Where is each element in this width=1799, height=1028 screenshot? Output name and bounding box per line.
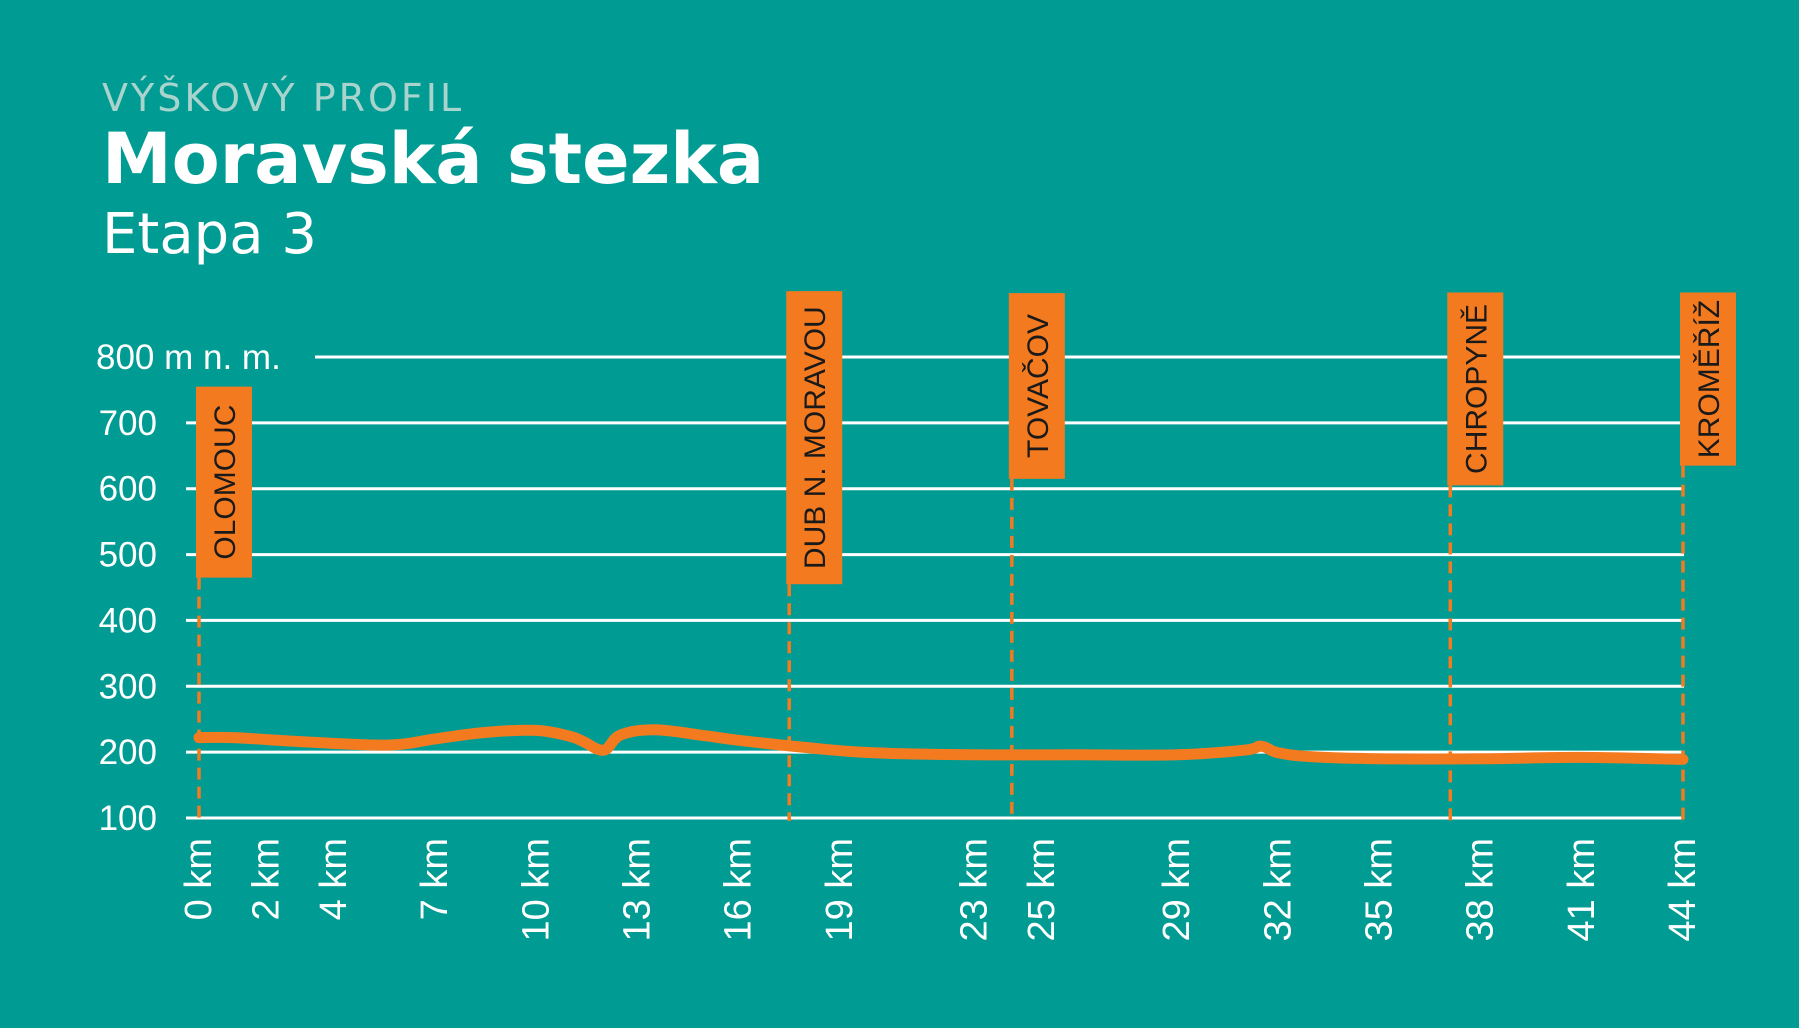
ytick-label: 300 (99, 667, 157, 706)
xtick-label: 7 km (414, 838, 456, 920)
waypoint-label: TOVAČOV (1021, 314, 1055, 458)
line-layer (193, 724, 1689, 765)
chart-kicker: VÝŠKOVÝ PROFIL (102, 76, 465, 120)
xtick-label: 2 km (245, 838, 287, 920)
chart-subtitle: Etapa 3 (102, 202, 317, 267)
xtick-label: 13 km (616, 838, 658, 941)
ytick-label: 200 (99, 733, 157, 772)
chart-header: VÝŠKOVÝ PROFIL Moravská stezka Etapa 3 (102, 76, 764, 267)
waypoint-label: CHROPYNĚ (1460, 304, 1493, 474)
waypoint-label: OLOMOUC (209, 405, 242, 560)
waypoint-label: DUB N. MORAVOU (799, 306, 832, 569)
elevation-line (193, 724, 1689, 765)
xtick-label: 32 km (1257, 838, 1299, 941)
xtick-label: 0 km (178, 838, 220, 920)
xtick-label: 23 km (954, 838, 996, 941)
waypoint-label-box (786, 291, 843, 585)
ytick-label: 400 (99, 601, 157, 640)
marker-lines-layer (197, 465, 1685, 821)
ytick-label: 600 (99, 470, 157, 509)
xtick-label: 25 km (1021, 838, 1063, 941)
waypoint-label-box (1447, 292, 1504, 486)
ytick-label: 700 (99, 404, 157, 443)
xtick-layer: 0 km 2 km 4 km 7 km 10 km 13 km 16 km 19 km 23 k… (178, 838, 1704, 941)
xtick-label: 38 km (1460, 838, 1502, 941)
grid-layer (186, 355, 1684, 820)
waypoint-label-box (196, 386, 252, 578)
xtick-label: 4 km (313, 838, 355, 920)
xtick-label: 10 km (515, 838, 557, 941)
xtick-label: 35 km (1358, 838, 1400, 941)
ytick-label: 500 (99, 536, 157, 575)
ytick-label: 800 m n. m. (96, 338, 281, 377)
xtick-label: 29 km (1156, 838, 1198, 941)
xtick-label: 16 km (718, 838, 760, 941)
waypoint-label-box (1680, 292, 1736, 466)
waypoint-label: KROMĚŘÍŽ (1693, 300, 1726, 458)
xtick-label: 19 km (819, 838, 861, 941)
xtick-label: 41 km (1561, 838, 1603, 941)
ytick-label: 100 (99, 799, 157, 838)
marker-labels-layer: OLOMOUC DUB N. MORAVOU TOVAČOV CHROPYNĚ KROM… (196, 291, 1736, 585)
xtick-label: 44 km (1662, 838, 1704, 941)
chart-title: Moravská stezka (102, 118, 765, 200)
ytick-layer: 100 200 300 400 500 600 700 800 m n. m. (96, 338, 281, 838)
waypoint-label-box (1008, 293, 1065, 479)
